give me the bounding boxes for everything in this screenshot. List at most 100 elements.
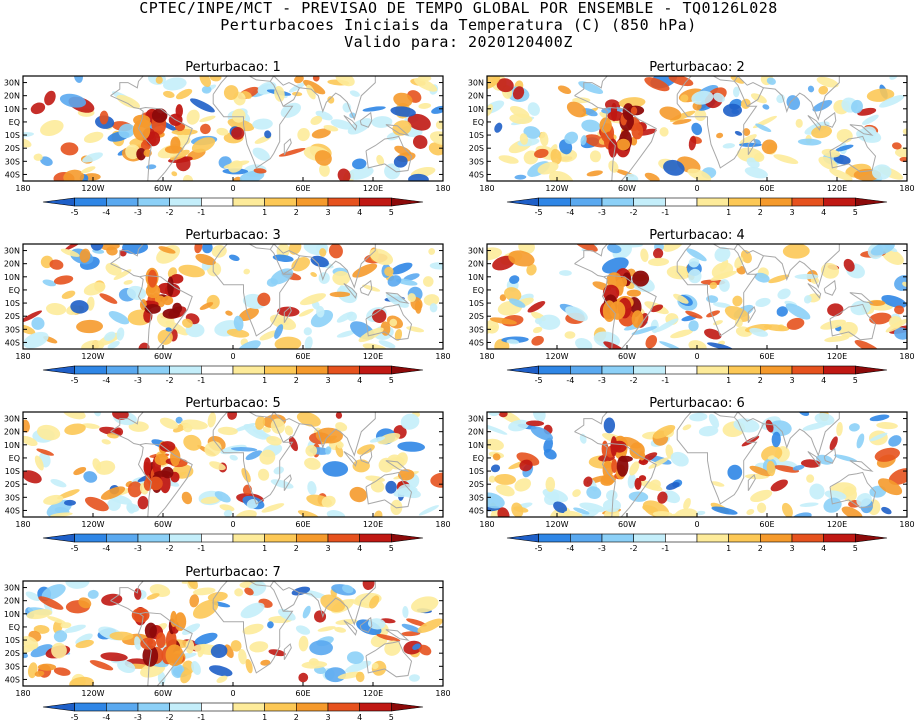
colorbar-segment [296,533,329,543]
lat-tick-label: 20N [468,260,484,269]
colorbar-segment [169,533,202,543]
lat-tick-label: 10N [468,441,484,450]
colorbar-segment [601,197,634,207]
colorbar-segment [538,365,571,375]
panel-1: Perturbacao: 1 30N 20N 10N EQ 10S 20S 30S 40S 180… [4,60,451,217]
colorbar-label: -5 [535,376,543,385]
lat-tick-label: 20S [5,480,20,489]
colorbar-segment [665,533,698,543]
lon-tick-label: 120E [363,520,383,529]
colorbar-label: 3 [789,544,794,553]
lon-tick-label: 60W [154,184,172,193]
colorbar-segment [359,197,392,207]
colorbar-segment [264,533,297,543]
lon-tick-label: 180 [899,352,914,361]
panel-title: Perturbacao: 3 [185,228,280,243]
lon-tick-label: 180 [15,184,30,193]
colorbar-segment [391,533,424,543]
colorbar-label: 5 [389,713,394,722]
colorbar: -5 -4 -3 -2 -1 1 2 3 4 5 [42,702,424,722]
colorbar-segment [855,365,888,375]
lat-tick-label: 40S [469,338,484,347]
colorbar-label: 2 [758,208,763,217]
colorbar-label: -3 [134,544,142,553]
lon-tick-label: 0 [230,184,235,193]
colorbar-segment [137,365,170,375]
lat-tick-label: 10N [468,273,484,282]
colorbar-segment [391,197,424,207]
lon-tick-label: 120W [545,520,568,529]
lat-tick-label: 40S [5,506,20,515]
lon-tick-label: 120E [827,184,847,193]
lat-tick-label: 30N [4,247,20,256]
lat-tick-label: 20N [468,428,484,437]
colorbar: -5 -4 -3 -2 -1 1 2 3 4 5 [42,197,424,217]
colorbar-segment [137,702,170,712]
colorbar-label: 5 [853,544,858,553]
panel-3: Perturbacao: 3 30N 20N 10N EQ 10S 20S 30S 40S 180… [4,228,451,385]
colorbar-segment [106,197,139,207]
colorbar-segment [359,533,392,543]
lat-tick-label: 30S [5,325,20,334]
lat-tick-label: 40S [5,338,20,347]
lat-tick-label: 10S [5,467,20,476]
lon-tick-label: 60W [154,352,172,361]
panel-title: Perturbacao: 7 [185,565,280,580]
colorbar-label: -2 [630,376,638,385]
colorbar-label: -5 [71,208,79,217]
lat-tick-label: EQ [473,286,484,295]
colorbar-label: 1 [262,376,267,385]
lat-tick-label: 10S [5,299,20,308]
lon-tick-label: 120W [81,689,104,698]
lat-tick-label: 30S [469,157,484,166]
colorbar-label: 4 [821,208,826,217]
figure-title: CPTEC/INPE/MCT - PREVISAO DE TEMPO GLOBA… [139,0,778,17]
lat-tick-label: 20N [4,92,20,101]
colorbar-label: 1 [262,713,267,722]
lon-tick-label: 60E [759,520,774,529]
lat-tick-label: 20S [469,144,484,153]
colorbar-label: -1 [197,376,205,385]
lat-tick-label: 20S [5,649,20,658]
colorbar-segment [601,533,634,543]
colorbar-segment [201,365,234,375]
lat-tick-label: 40S [5,675,20,684]
lon-tick-label: 60W [618,520,636,529]
colorbar-label: 1 [262,208,267,217]
colorbar-segment [264,365,297,375]
colorbar-segment [391,702,424,712]
colorbar-label: -4 [102,713,110,722]
colorbar-label: 4 [821,376,826,385]
panel-2: Perturbacao: 2 30N 20N 10N EQ 10S 20S 30S 40S 180… [468,60,915,217]
lon-tick-label: 60W [618,352,636,361]
colorbar-label: -3 [598,544,606,553]
colorbar: -5 -4 -3 -2 -1 1 2 3 4 5 [506,365,888,385]
lat-tick-label: 30N [4,584,20,593]
colorbar-label: 3 [325,544,330,553]
lat-tick-label: 20N [468,92,484,101]
perturbation-field [487,244,907,349]
perturbation-field [487,412,907,517]
lon-tick-label: 120E [363,689,383,698]
colorbar-label: 3 [789,208,794,217]
colorbar-label: 5 [853,376,858,385]
colorbar-segment [791,533,824,543]
colorbar-label: -4 [102,376,110,385]
colorbar-segment [106,533,139,543]
lat-tick-label: 30N [468,247,484,256]
lon-tick-label: 60E [295,352,310,361]
colorbar-label: -5 [71,713,79,722]
lat-tick-label: 10N [4,105,20,114]
lon-tick-label: 180 [435,520,450,529]
lon-tick-label: 0 [694,352,699,361]
colorbar-label: -1 [197,544,205,553]
colorbar-label: 4 [357,713,362,722]
lat-tick-label: 30N [4,79,20,88]
colorbar-label: -3 [134,713,142,722]
colorbar-segment [42,533,75,543]
colorbar-segment [570,197,603,207]
lon-tick-label: 60E [759,352,774,361]
colorbar-segment [823,365,856,375]
lon-tick-label: 120W [81,184,104,193]
colorbar-segment [42,702,75,712]
